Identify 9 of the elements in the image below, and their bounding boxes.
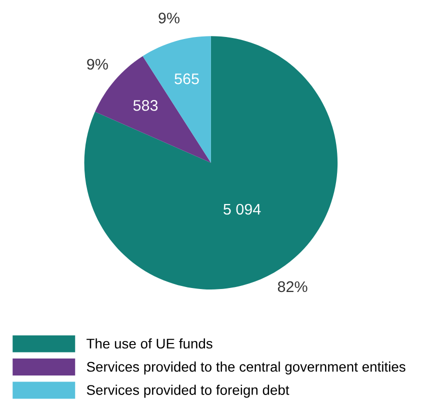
data-label: 583 bbox=[133, 100, 158, 111]
legend-label: Services provided to foreign debt bbox=[86, 384, 290, 398]
data-label: 5 094 bbox=[224, 204, 261, 215]
legend-label: Services provided to the central government entities bbox=[86, 362, 406, 374]
data-label: 565 bbox=[174, 73, 199, 84]
text: 9% bbox=[158, 12, 180, 24]
text: 82% bbox=[278, 281, 308, 292]
text: 9% bbox=[87, 58, 108, 70]
legend-label: The use of UE funds bbox=[86, 338, 212, 349]
